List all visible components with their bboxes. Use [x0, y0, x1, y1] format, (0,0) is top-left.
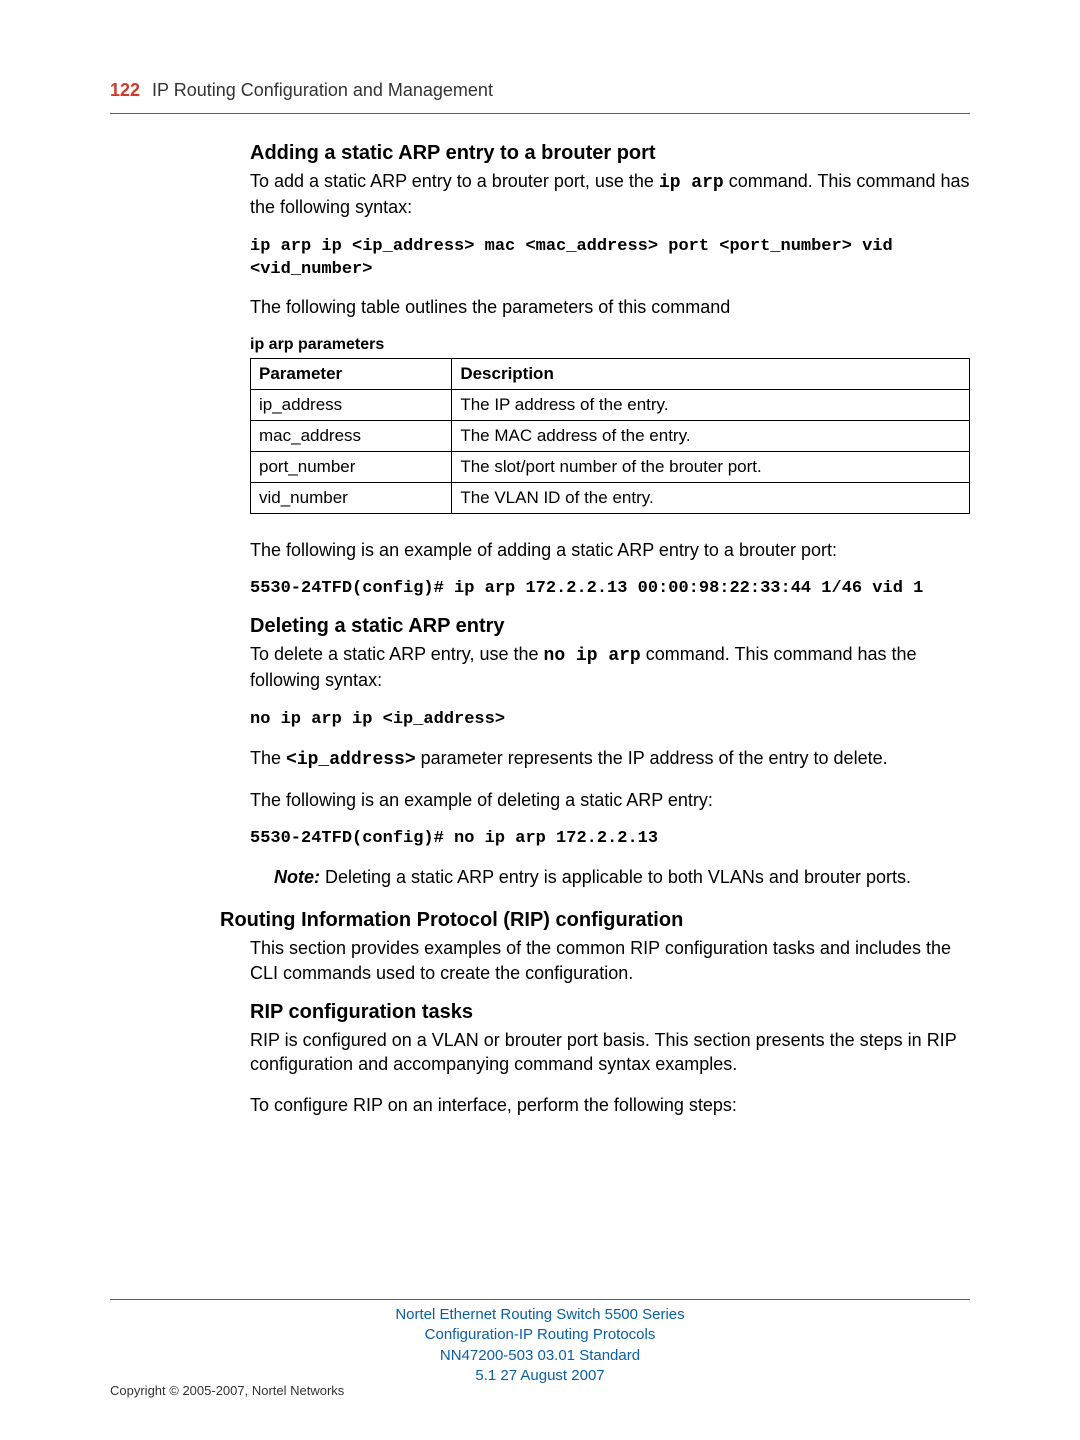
table-cell: mac_address [251, 420, 452, 451]
text-run: To add a static ARP entry to a brouter p… [250, 171, 659, 191]
chapter-title: IP Routing Configuration and Management [152, 80, 493, 101]
inline-code: no ip arp [544, 646, 641, 666]
paragraph: The following is an example of adding a … [250, 538, 970, 562]
paragraph: The <ip_address> parameter represents th… [250, 746, 970, 772]
table-cell: port_number [251, 451, 452, 482]
text-run: To delete a static ARP entry, use the [250, 644, 544, 664]
copyright-text: Copyright © 2005-2007, Nortel Networks [110, 1383, 344, 1398]
table-header-row: Parameter Description [251, 358, 970, 389]
table-row: ip_address The IP address of the entry. [251, 389, 970, 420]
code-block: 5530-24TFD(config)# ip arp 172.2.2.13 00… [250, 578, 970, 601]
footer-rule [110, 1299, 970, 1300]
table-caption: ip arp parameters [250, 336, 970, 354]
paragraph: This section provides examples of the co… [250, 936, 970, 985]
text-run: The [250, 748, 286, 768]
page-number: 122 [110, 80, 140, 101]
footer-line: NN47200-503 03.01 Standard [110, 1346, 970, 1366]
code-block: no ip arp ip <ip_address> [250, 709, 970, 732]
table-row: vid_number The VLAN ID of the entry. [251, 482, 970, 513]
note-label: Note: [274, 867, 320, 887]
paragraph: The following table outlines the paramet… [250, 295, 970, 319]
table-cell: The slot/port number of the brouter port… [452, 451, 970, 482]
content-body: Adding a static ARP entry to a brouter p… [250, 142, 970, 1117]
section-heading-rip-tasks: RIP configuration tasks [250, 1001, 970, 1024]
document-page: 122 IP Routing Configuration and Managem… [0, 0, 1080, 1440]
inline-code: ip arp [659, 173, 724, 193]
table-row: mac_address The MAC address of the entry… [251, 420, 970, 451]
table-cell: The IP address of the entry. [452, 389, 970, 420]
table-header-cell: Description [452, 358, 970, 389]
table-cell: ip_address [251, 389, 452, 420]
header-rule [110, 113, 970, 114]
inline-code: <ip_address> [286, 750, 416, 770]
code-block: ip arp ip <ip_address> mac <mac_address>… [250, 236, 970, 282]
paragraph: The following is an example of deleting … [250, 788, 970, 812]
table-cell: vid_number [251, 482, 452, 513]
footer-line: Nortel Ethernet Routing Switch 5500 Seri… [110, 1305, 970, 1325]
table-row: port_number The slot/port number of the … [251, 451, 970, 482]
parameters-table: Parameter Description ip_address The IP … [250, 358, 970, 514]
paragraph: To configure RIP on an interface, perfor… [250, 1093, 970, 1117]
footer-line: Configuration-IP Routing Protocols [110, 1325, 970, 1345]
paragraph: To delete a static ARP entry, use the no… [250, 642, 970, 693]
paragraph: RIP is configured on a VLAN or brouter p… [250, 1028, 970, 1077]
note-block: Note: Deleting a static ARP entry is app… [274, 865, 970, 889]
section-heading-rip-config: Routing Information Protocol (RIP) confi… [220, 909, 970, 932]
table-cell: The VLAN ID of the entry. [452, 482, 970, 513]
page-footer: Nortel Ethernet Routing Switch 5500 Seri… [110, 1305, 970, 1386]
table-cell: The MAC address of the entry. [452, 420, 970, 451]
section-heading-delete-arp: Deleting a static ARP entry [250, 615, 970, 638]
text-run: parameter represents the IP address of t… [416, 748, 888, 768]
code-block: 5530-24TFD(config)# no ip arp 172.2.2.13 [250, 828, 970, 851]
paragraph: To add a static ARP entry to a brouter p… [250, 169, 970, 220]
table-header-cell: Parameter [251, 358, 452, 389]
section-heading-add-arp: Adding a static ARP entry to a brouter p… [250, 142, 970, 165]
page-header: 122 IP Routing Configuration and Managem… [110, 80, 970, 101]
note-text: Deleting a static ARP entry is applicabl… [320, 867, 911, 887]
